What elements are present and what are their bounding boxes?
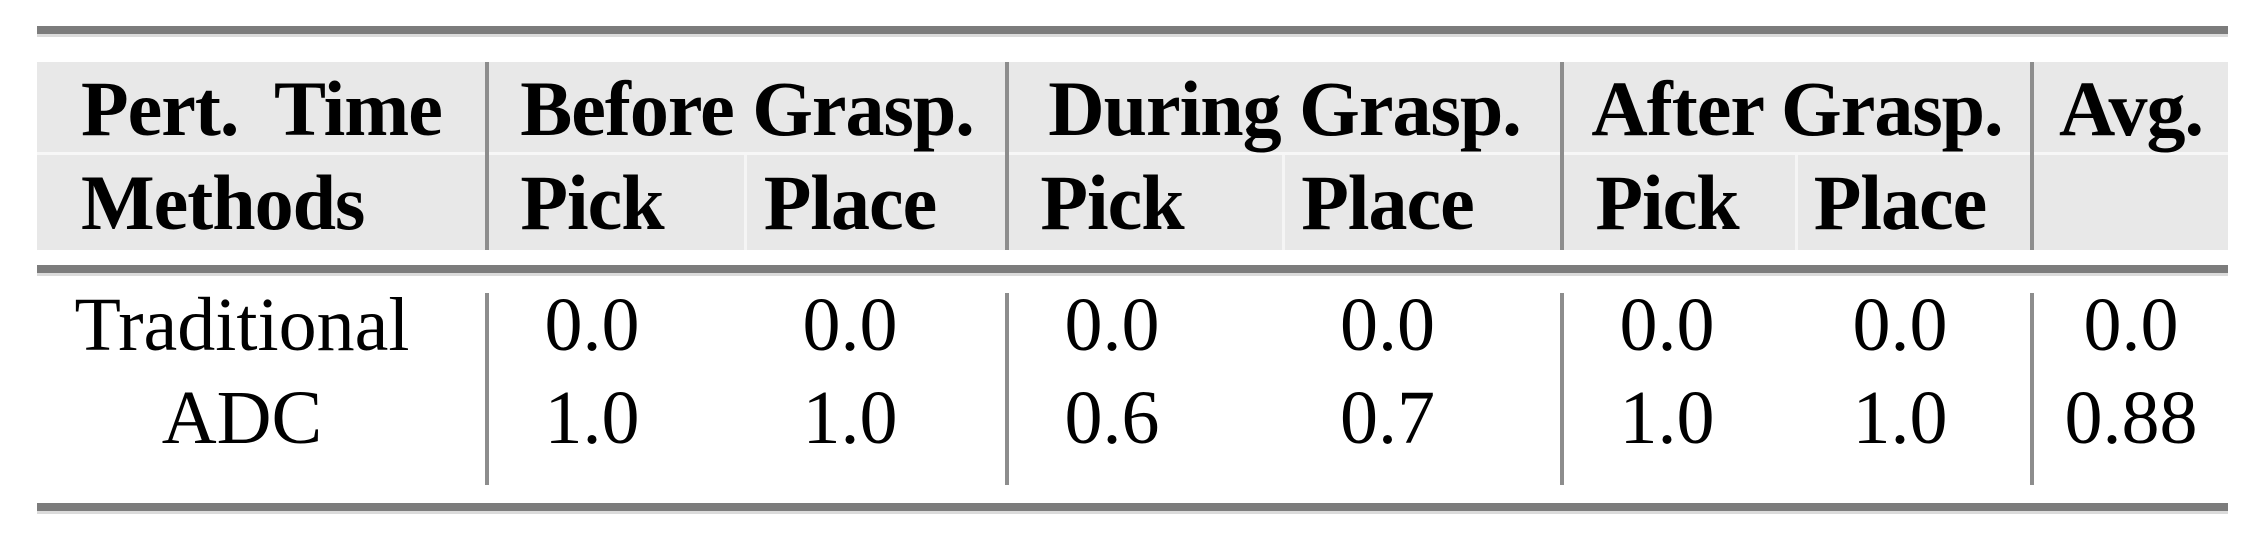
cell-value: 1.0	[1852, 376, 1948, 460]
cell-value: 0.0	[1064, 283, 1160, 367]
header-subcell-separator	[1282, 155, 1285, 250]
cell-value: 1.0	[1619, 376, 1715, 460]
column-divider	[1560, 293, 1564, 485]
cell-value: 1.0	[544, 376, 640, 460]
table-top-rule	[37, 26, 2228, 34]
column-divider	[1005, 293, 1009, 485]
cell-value-avg: 0.88	[2064, 376, 2198, 460]
header-during-grasp: During Grasp.	[1048, 64, 1521, 152]
table-header-rule	[37, 265, 2228, 273]
cell-value-avg: 0.0	[2083, 283, 2179, 367]
cell-value: 0.0	[544, 283, 640, 367]
column-divider	[485, 293, 489, 485]
column-divider	[2030, 293, 2034, 485]
row-traditional-label: Traditional	[74, 283, 410, 367]
cell-value: 1.0	[802, 376, 898, 460]
header-row-separator	[37, 152, 2228, 155]
cell-value: 0.6	[1064, 376, 1160, 460]
header-during-place: Place	[1301, 158, 1475, 246]
cell-value: 0.0	[802, 283, 898, 367]
header-pert-time: Pert. Time	[81, 64, 443, 152]
column-divider	[1005, 62, 1009, 250]
header-after-pick: Pick	[1595, 158, 1739, 246]
header-methods: Methods	[81, 158, 365, 246]
cell-value: 0.0	[1619, 283, 1715, 367]
header-before-grasp: Before Grasp.	[520, 64, 974, 152]
header-during-pick: Pick	[1040, 158, 1184, 246]
column-divider	[1560, 62, 1564, 250]
header-before-place: Place	[763, 158, 938, 246]
header-background	[37, 62, 2228, 250]
header-subcell-separator	[744, 155, 747, 250]
header-before-pick: Pick	[520, 158, 664, 246]
row-adc-label: ADC	[161, 376, 323, 460]
table-bottom-rule	[37, 503, 2228, 511]
header-after-grasp: After Grasp.	[1591, 64, 2003, 152]
column-divider	[2030, 62, 2034, 250]
cell-value: 0.0	[1340, 283, 1435, 367]
column-divider	[485, 62, 489, 250]
header-subcell-separator	[1795, 155, 1798, 250]
cell-value: 0.0	[1852, 283, 1948, 367]
header-avg: Avg.	[2058, 64, 2204, 152]
cell-value: 0.7	[1340, 376, 1435, 460]
header-after-place: Place	[1813, 158, 1988, 246]
